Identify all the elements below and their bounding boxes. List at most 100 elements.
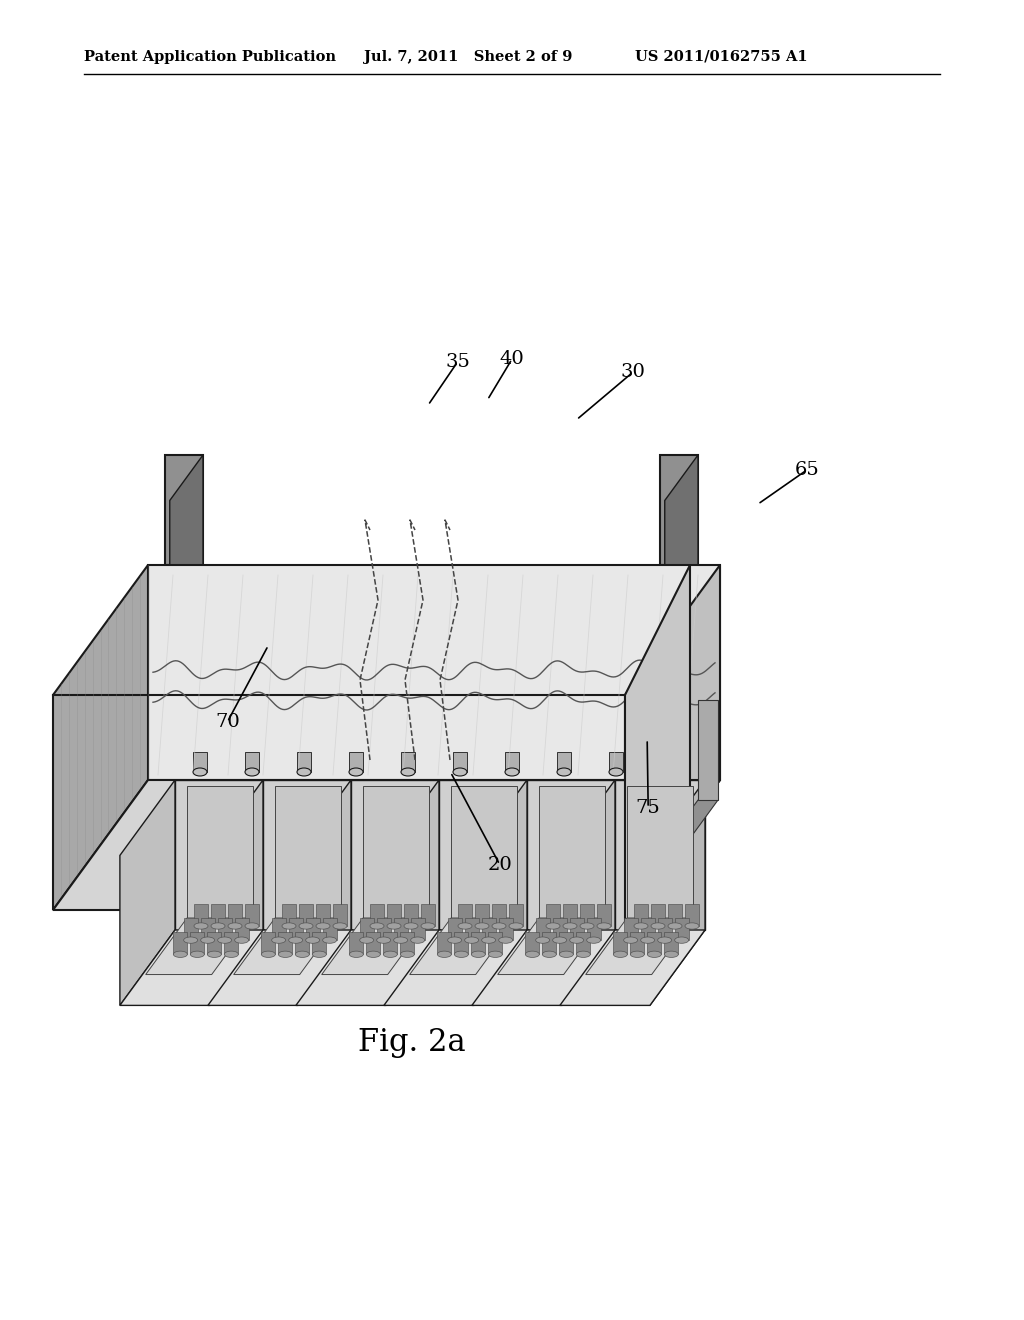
Ellipse shape <box>261 952 275 957</box>
Polygon shape <box>624 919 638 940</box>
Polygon shape <box>488 932 503 954</box>
Polygon shape <box>641 919 654 940</box>
Polygon shape <box>175 780 265 931</box>
Polygon shape <box>271 919 286 940</box>
Ellipse shape <box>543 952 556 957</box>
Ellipse shape <box>455 952 468 957</box>
Polygon shape <box>665 932 678 954</box>
Ellipse shape <box>488 952 503 957</box>
Ellipse shape <box>370 923 384 929</box>
Polygon shape <box>615 780 705 931</box>
Ellipse shape <box>234 937 249 944</box>
Ellipse shape <box>577 952 591 957</box>
Polygon shape <box>660 455 698 565</box>
Polygon shape <box>263 780 353 931</box>
Polygon shape <box>298 780 353 1006</box>
Polygon shape <box>613 932 628 954</box>
Ellipse shape <box>224 952 239 957</box>
Bar <box>245 752 259 772</box>
Polygon shape <box>261 932 275 954</box>
Ellipse shape <box>453 768 467 776</box>
Ellipse shape <box>647 952 662 957</box>
Ellipse shape <box>404 923 418 929</box>
Ellipse shape <box>299 923 313 929</box>
Polygon shape <box>384 931 529 1006</box>
Polygon shape <box>233 917 341 974</box>
Polygon shape <box>421 904 435 927</box>
Polygon shape <box>437 932 452 954</box>
Polygon shape <box>492 904 506 927</box>
Polygon shape <box>377 919 391 940</box>
Bar <box>662 752 675 772</box>
Ellipse shape <box>359 937 374 944</box>
Polygon shape <box>455 932 468 954</box>
Ellipse shape <box>657 937 672 944</box>
Ellipse shape <box>190 952 205 957</box>
Ellipse shape <box>201 937 215 944</box>
Polygon shape <box>173 932 187 954</box>
Polygon shape <box>539 785 605 917</box>
Ellipse shape <box>685 923 699 929</box>
Polygon shape <box>631 932 644 954</box>
Polygon shape <box>577 932 591 954</box>
Ellipse shape <box>569 937 584 944</box>
Polygon shape <box>323 919 337 940</box>
Text: US 2011/0162755 A1: US 2011/0162755 A1 <box>635 50 808 63</box>
Polygon shape <box>559 932 573 954</box>
Ellipse shape <box>613 952 628 957</box>
Polygon shape <box>651 904 665 927</box>
Ellipse shape <box>559 952 573 957</box>
Text: 20: 20 <box>487 855 512 874</box>
Polygon shape <box>208 780 263 1006</box>
Polygon shape <box>536 919 550 940</box>
Polygon shape <box>474 780 529 1006</box>
Ellipse shape <box>553 937 566 944</box>
Ellipse shape <box>289 937 303 944</box>
Polygon shape <box>481 919 496 940</box>
Polygon shape <box>634 904 648 927</box>
Polygon shape <box>650 780 705 1006</box>
Text: 35: 35 <box>445 352 470 371</box>
Polygon shape <box>675 919 689 940</box>
Ellipse shape <box>393 937 408 944</box>
Ellipse shape <box>465 937 478 944</box>
Ellipse shape <box>193 768 207 776</box>
Polygon shape <box>543 932 556 954</box>
Polygon shape <box>386 780 441 1006</box>
Polygon shape <box>587 919 601 940</box>
Ellipse shape <box>271 937 286 944</box>
Ellipse shape <box>509 923 523 929</box>
Ellipse shape <box>481 937 496 944</box>
Polygon shape <box>312 932 327 954</box>
Polygon shape <box>411 919 425 940</box>
Polygon shape <box>145 917 253 974</box>
Ellipse shape <box>597 923 611 929</box>
Polygon shape <box>245 904 259 927</box>
Ellipse shape <box>377 937 391 944</box>
Text: 65: 65 <box>795 461 819 479</box>
Polygon shape <box>333 904 347 927</box>
Ellipse shape <box>367 952 380 957</box>
Polygon shape <box>165 455 203 565</box>
Ellipse shape <box>228 923 242 929</box>
Polygon shape <box>498 917 605 974</box>
Ellipse shape <box>675 937 689 944</box>
Ellipse shape <box>282 923 296 929</box>
Polygon shape <box>393 919 408 940</box>
Polygon shape <box>560 780 615 1006</box>
Polygon shape <box>362 785 429 917</box>
Polygon shape <box>384 780 439 1006</box>
Ellipse shape <box>207 952 221 957</box>
Ellipse shape <box>297 768 311 776</box>
Polygon shape <box>370 904 384 927</box>
Ellipse shape <box>194 923 208 929</box>
Polygon shape <box>447 919 462 940</box>
Ellipse shape <box>609 768 623 776</box>
Ellipse shape <box>323 937 337 944</box>
Polygon shape <box>170 455 203 610</box>
Text: 30: 30 <box>621 363 645 381</box>
Polygon shape <box>499 919 513 940</box>
Bar <box>609 752 623 772</box>
Ellipse shape <box>631 952 644 957</box>
Ellipse shape <box>557 768 571 776</box>
